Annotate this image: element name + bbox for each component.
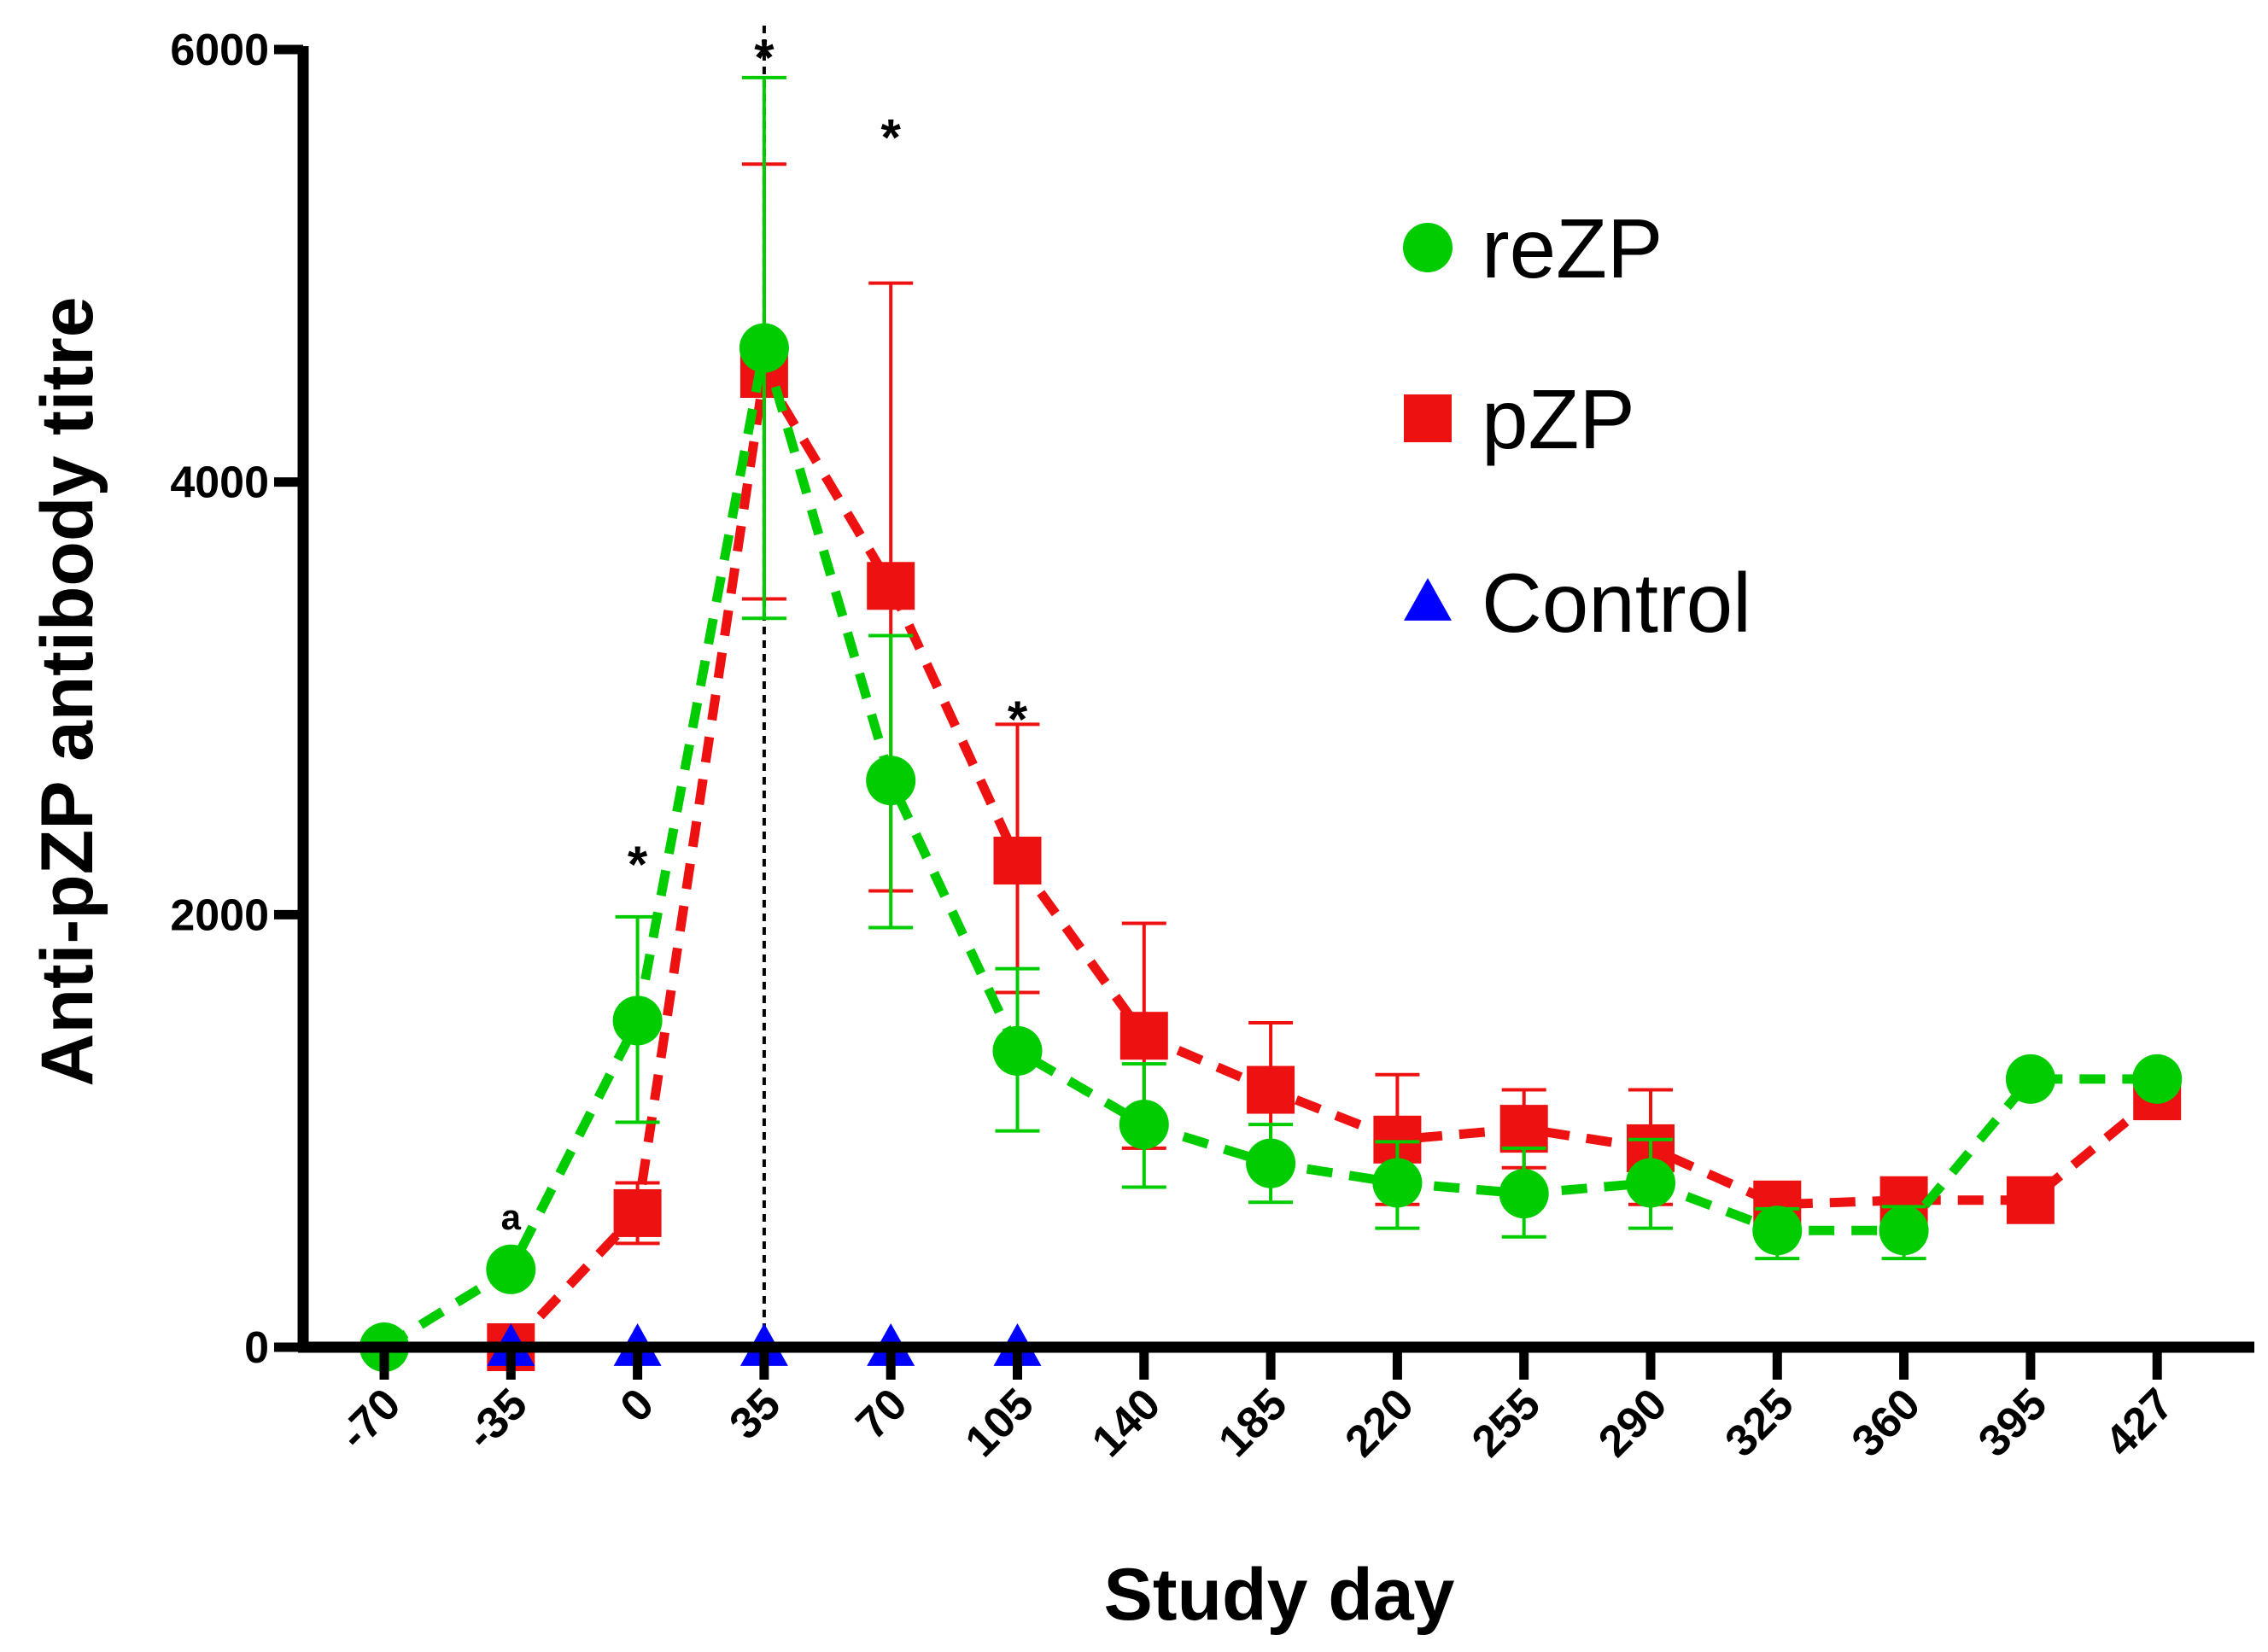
x-tick-label-325: 325 (1716, 1379, 1803, 1466)
series-layer (359, 75, 2183, 1372)
x-tick-label-185: 185 (1209, 1379, 1296, 1466)
data-point-rezp-360 (1879, 1205, 1929, 1256)
legend-label-control: Control (1482, 556, 1751, 650)
y-tick-label-6000: 6000 (170, 26, 269, 75)
y-tick-label-0: 0 (244, 1323, 269, 1373)
legend-label-rezp: reZP (1482, 201, 1663, 295)
data-point-rezp--35 (486, 1244, 536, 1294)
x-tick-label-255: 255 (1463, 1379, 1550, 1466)
legend-marker-rezp (1403, 223, 1453, 272)
data-point-rezp-220 (1372, 1158, 1423, 1208)
series-rezp (359, 75, 2183, 1372)
annotation-a--35: a (501, 1197, 522, 1237)
x-tick-label--35: -35 (457, 1379, 537, 1459)
data-point-rezp-70 (866, 756, 916, 806)
data-point-pzp-255 (1499, 1105, 1548, 1153)
x-tick-label-0: 0 (611, 1379, 663, 1431)
data-point-rezp-35 (739, 323, 789, 373)
data-point-rezp-395 (2005, 1054, 2055, 1104)
data-point-pzp-0 (613, 1188, 662, 1237)
x-tick-label-395: 395 (1969, 1379, 2056, 1466)
data-point-rezp-255 (1499, 1169, 1549, 1219)
data-point-rezp-0 (612, 995, 663, 1046)
data-point-rezp-140 (1119, 1100, 1169, 1150)
data-point-pzp-70 (867, 562, 915, 610)
annotation-asterisk-0: * (628, 836, 648, 893)
y-tick-label-2000: 2000 (170, 890, 269, 940)
legend: reZP pZP Control (1403, 201, 1751, 650)
x-tick-label--70: -70 (330, 1379, 410, 1459)
x-tick-label-70: 70 (847, 1379, 917, 1449)
x-tick-label-360: 360 (1843, 1379, 1930, 1466)
data-point-pzp-395 (2006, 1176, 2055, 1224)
x-tick-label-35: 35 (720, 1379, 790, 1449)
legend-label-pzp: pZP (1482, 372, 1635, 466)
data-point-rezp-325 (1752, 1205, 1803, 1256)
x-tick-label-427: 427 (2096, 1379, 2183, 1466)
legend-item-pzp: pZP (1404, 372, 1635, 466)
x-tick-label-220: 220 (1336, 1379, 1423, 1466)
data-point-rezp-185 (1246, 1138, 1296, 1188)
x-tick-label-290: 290 (1589, 1379, 1676, 1466)
annotation-asterisk-105: * (1008, 691, 1028, 748)
legend-item-rezp: reZP (1403, 201, 1663, 295)
data-point-rezp-105 (992, 1025, 1043, 1076)
legend-marker-pzp (1404, 394, 1452, 442)
legend-item-control: Control (1404, 556, 1751, 650)
annotation-asterisk-35: * (754, 29, 775, 86)
legend-marker-control (1404, 578, 1452, 621)
annotation-layer: a * * * * (501, 29, 1028, 1237)
data-point-pzp-105 (993, 837, 1042, 884)
x-tick-label-105: 105 (956, 1379, 1043, 1466)
y-axis-title: Anti-pZP antibody titre (26, 296, 108, 1086)
x-tick-label-140: 140 (1083, 1379, 1170, 1466)
axes-layer: 0 2000 4000 6000 -70 -35 0 35 70 105 140 185 220 255 2… (170, 26, 2254, 1467)
data-point-pzp-140 (1119, 1012, 1168, 1060)
data-point-pzp-185 (1247, 1065, 1295, 1114)
x-axis-title: Study day (1104, 1554, 1455, 1636)
data-point-rezp-427 (2132, 1054, 2183, 1104)
y-tick-label-4000: 4000 (170, 458, 269, 508)
annotation-asterisk-70: * (881, 109, 902, 166)
data-point-rezp-290 (1626, 1158, 1675, 1208)
